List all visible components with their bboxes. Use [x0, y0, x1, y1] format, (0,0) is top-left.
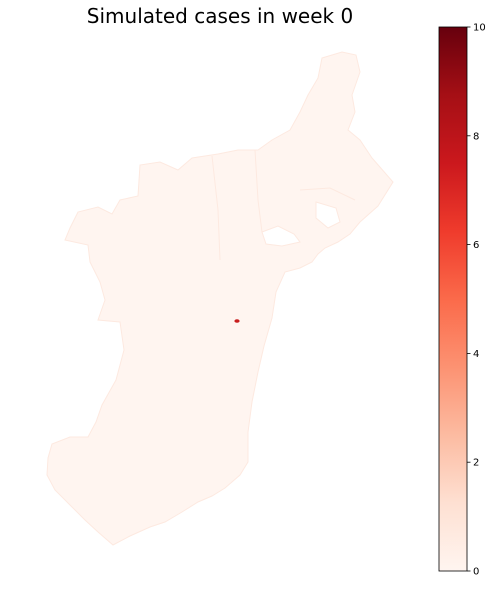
- map-regions: [46, 51, 394, 546]
- colorbar-tick-label: 4: [473, 349, 479, 360]
- colorbar-tick-label: 8: [473, 131, 479, 142]
- colorbar: 0 2 4 6 8 10: [438, 23, 486, 578]
- region-boundary-2: [254, 149, 263, 233]
- region-boundary-3: [299, 187, 356, 201]
- colorbar-tick-label: 10: [473, 23, 486, 34]
- map-region-lake-2: [261, 225, 301, 247]
- map-region-lake: [315, 201, 341, 229]
- colorbar-scale: [438, 26, 468, 572]
- hotspot-region: [234, 319, 240, 323]
- map-region-main: [46, 51, 394, 546]
- colorbar-ticks: 0 2 4 6 8 10: [467, 23, 486, 578]
- colorbar-tick-label: 0: [473, 567, 479, 578]
- hotspot-marker: [234, 319, 240, 323]
- map-title: Simulated cases in week 0: [86, 4, 354, 28]
- colorbar-tick-label: 6: [473, 240, 479, 251]
- colorbar-tick-label: 2: [473, 458, 479, 469]
- region-boundary-1: [211, 155, 221, 261]
